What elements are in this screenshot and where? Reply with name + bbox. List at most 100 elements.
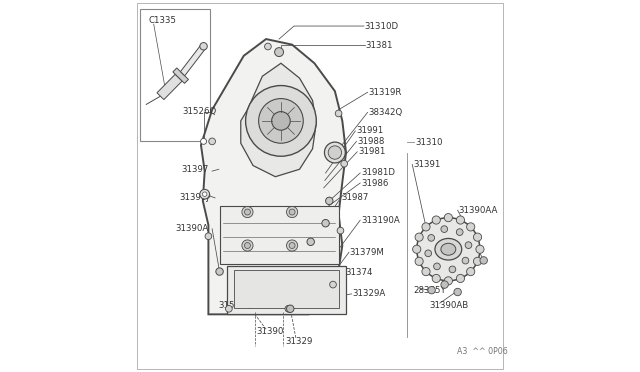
Polygon shape (157, 74, 182, 100)
Circle shape (307, 238, 314, 246)
Text: 31987: 31987 (342, 193, 369, 202)
Circle shape (474, 233, 482, 241)
Circle shape (449, 266, 456, 273)
Circle shape (330, 281, 337, 288)
Circle shape (425, 250, 431, 257)
Circle shape (285, 305, 292, 312)
Circle shape (209, 138, 216, 145)
Text: 31319R: 31319R (369, 88, 402, 97)
Circle shape (434, 263, 440, 270)
Circle shape (456, 275, 465, 283)
Text: 31394E: 31394E (266, 291, 299, 300)
Circle shape (432, 275, 440, 283)
Ellipse shape (441, 243, 456, 255)
Circle shape (462, 257, 469, 264)
Circle shape (465, 242, 472, 248)
Text: 31390A: 31390A (175, 224, 209, 233)
Circle shape (287, 206, 298, 218)
Bar (227, 266, 346, 314)
Circle shape (264, 43, 271, 50)
Circle shape (441, 281, 449, 288)
Circle shape (202, 192, 207, 196)
Circle shape (200, 42, 207, 50)
Circle shape (454, 288, 461, 296)
Text: 38342Q: 38342Q (369, 108, 403, 117)
Text: 31310: 31310 (415, 138, 443, 147)
Circle shape (287, 240, 298, 251)
Circle shape (205, 233, 212, 240)
Text: 313190A: 313190A (361, 216, 399, 225)
Bar (140, 9, 211, 141)
Circle shape (326, 197, 333, 205)
Text: 31381: 31381 (365, 41, 393, 50)
Circle shape (417, 218, 480, 281)
Circle shape (337, 227, 344, 234)
Circle shape (428, 234, 435, 241)
Circle shape (289, 243, 295, 248)
Text: A3  ^^ 0P06: A3 ^^ 0P06 (457, 347, 508, 356)
Text: 31390J: 31390J (179, 193, 209, 202)
Circle shape (476, 245, 484, 253)
Circle shape (335, 110, 342, 117)
Text: 31329: 31329 (286, 337, 313, 346)
Text: 31329A: 31329A (353, 289, 386, 298)
Text: 31526QA: 31526QA (219, 301, 259, 310)
Text: 31310D: 31310D (365, 22, 399, 31)
Polygon shape (173, 68, 188, 83)
Text: 31986: 31986 (361, 179, 388, 187)
Circle shape (200, 190, 209, 199)
Circle shape (200, 189, 209, 199)
Circle shape (456, 229, 463, 235)
Circle shape (415, 233, 423, 241)
Circle shape (422, 267, 430, 276)
Bar (234, 270, 339, 308)
Polygon shape (201, 39, 346, 314)
Circle shape (216, 268, 223, 275)
Circle shape (244, 209, 250, 215)
Text: 31981D: 31981D (361, 169, 395, 177)
Text: 31390AB: 31390AB (429, 301, 469, 310)
Circle shape (428, 286, 435, 294)
Circle shape (444, 277, 452, 285)
Circle shape (271, 112, 291, 130)
Text: 31390AA: 31390AA (458, 206, 498, 215)
Text: 31374: 31374 (345, 268, 372, 277)
Circle shape (259, 99, 303, 143)
Text: 31981: 31981 (358, 147, 385, 156)
Text: 28365Y: 28365Y (413, 286, 445, 295)
Circle shape (322, 219, 330, 227)
Circle shape (467, 267, 475, 276)
Circle shape (244, 243, 250, 248)
Circle shape (246, 86, 316, 156)
Circle shape (275, 48, 284, 57)
Circle shape (328, 146, 342, 159)
Text: 31988: 31988 (357, 137, 385, 146)
Text: C1335: C1335 (149, 16, 177, 25)
Text: 31397: 31397 (182, 165, 209, 174)
Circle shape (289, 209, 295, 215)
Bar (220, 206, 339, 264)
Text: 31526Q: 31526Q (182, 107, 216, 116)
Text: 31391: 31391 (413, 160, 440, 169)
Circle shape (200, 138, 207, 144)
Circle shape (324, 142, 346, 163)
Circle shape (474, 257, 482, 266)
Circle shape (341, 160, 348, 167)
Text: 31390: 31390 (256, 327, 284, 336)
Ellipse shape (435, 238, 461, 260)
Text: 31394: 31394 (265, 301, 292, 310)
Text: 31379M: 31379M (349, 248, 385, 257)
Circle shape (444, 214, 452, 222)
Circle shape (203, 192, 210, 199)
Circle shape (422, 223, 430, 231)
Circle shape (480, 257, 488, 264)
Circle shape (432, 216, 440, 224)
Circle shape (242, 240, 253, 251)
Circle shape (415, 257, 423, 266)
Circle shape (225, 305, 232, 312)
Circle shape (467, 223, 475, 231)
Polygon shape (180, 44, 205, 76)
Circle shape (441, 226, 447, 232)
Text: 31991: 31991 (356, 126, 383, 135)
Circle shape (242, 206, 253, 218)
